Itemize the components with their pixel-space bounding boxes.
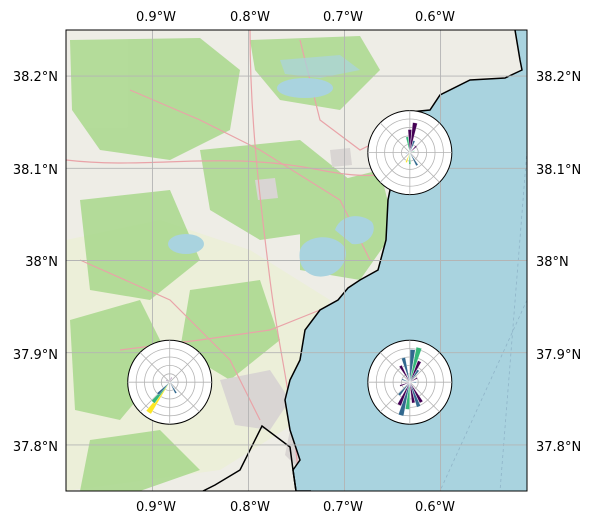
wind-rose-petal (397, 382, 410, 407)
x-tick-label: 0.6°W (415, 10, 455, 25)
wind-roses (127, 110, 453, 425)
wind-rose-petal (409, 382, 421, 408)
sea-routes (439, 149, 527, 491)
map-area (66, 30, 527, 491)
wind-rose-spoke (379, 352, 411, 383)
coastline (284, 30, 523, 491)
wind-rose-petal (169, 377, 173, 383)
wind-rose-petal (408, 152, 411, 165)
wind-rose-spoke (379, 122, 411, 153)
wind-rose-petal (399, 382, 410, 387)
x-tick-labels-top: 0.9°W 0.8°W 0.7°W 0.6°W (136, 10, 455, 25)
wind-rose-petal (409, 360, 422, 383)
wind-rose-spoke (139, 352, 171, 383)
wind-rose-southeast (367, 339, 453, 425)
x-tick-labels-bottom: 0.9°W 0.8°W 0.7°W 0.6°W (136, 500, 455, 515)
wind-rose-petal (409, 122, 418, 153)
x-tick-label: 0.7°W (323, 500, 363, 515)
wind-rose-spoke (169, 352, 200, 383)
inland-lakes (168, 55, 374, 277)
y-tick-labels-left: 38.2°N 38.1°N 38°N 37.9°N 37.8°N (13, 70, 58, 455)
map-frame (65, 29, 528, 492)
wind-rose-petal (409, 152, 419, 167)
y-tick-label: 38.1°N (13, 163, 58, 178)
y-tick-label: 38°N (25, 255, 58, 270)
wind-rose-petal (401, 378, 410, 383)
wind-rose-petal (409, 369, 420, 383)
wind-rose-petal (405, 152, 410, 154)
wind-rose-petal (169, 382, 178, 394)
wind-rose-spoke (379, 152, 411, 183)
x-tick-label: 0.7°W (323, 10, 363, 25)
x-tick-label: 0.9°W (136, 500, 176, 515)
wind-rose-southwest (127, 339, 213, 425)
y-tick-label: 38.1°N (536, 163, 581, 178)
x-tick-label: 0.6°W (415, 500, 455, 515)
wind-rose-petal (397, 382, 410, 397)
y-tick-label: 37.8°N (536, 440, 581, 455)
y-tick-label: 37.8°N (13, 440, 58, 455)
wind-rose-north (367, 110, 453, 196)
wind-rose-petal (398, 364, 410, 383)
wind-rose-petal (409, 140, 416, 153)
y-tick-label: 38°N (536, 255, 569, 270)
wind-rose-petal (409, 382, 424, 404)
wind-rose-petal (398, 382, 410, 417)
wind-rose-petal (405, 136, 410, 153)
wind-rose-petal (169, 381, 175, 383)
x-tick-label: 0.8°W (230, 10, 270, 25)
wind-rose-petal (409, 346, 422, 383)
wind-rose-spoke (169, 381, 200, 413)
y-tick-label: 37.9°N (13, 348, 58, 363)
wind-rose-spoke (409, 152, 440, 183)
x-tick-label: 0.8°W (230, 500, 270, 515)
wind-rose-petal (165, 379, 170, 383)
wind-rose-petal (409, 145, 418, 153)
wind-rose-spoke (409, 381, 440, 413)
wind-rose-spoke (409, 352, 440, 383)
wind-rose-petal (405, 152, 410, 163)
wind-rose-petal (156, 382, 170, 396)
coastline-south (202, 424, 311, 491)
wind-rose-petal (409, 150, 415, 153)
y-tick-label: 38.2°N (536, 70, 581, 85)
y-tick-label: 37.9°N (536, 348, 581, 363)
wind-rose-petal (409, 382, 416, 404)
wind-rose-petal (409, 349, 416, 383)
x-tick-label: 0.9°W (136, 10, 176, 25)
wind-rose-petal (409, 381, 417, 383)
wind-rose-petal (407, 129, 412, 153)
graticule-grid (66, 30, 527, 491)
wind-rose-petal (409, 377, 418, 383)
wind-rose-petal (401, 357, 410, 383)
y-tick-labels-right: 38.2°N 38.1°N 38°N 37.9°N 37.8°N (536, 70, 581, 455)
y-tick-label: 38.2°N (13, 70, 58, 85)
